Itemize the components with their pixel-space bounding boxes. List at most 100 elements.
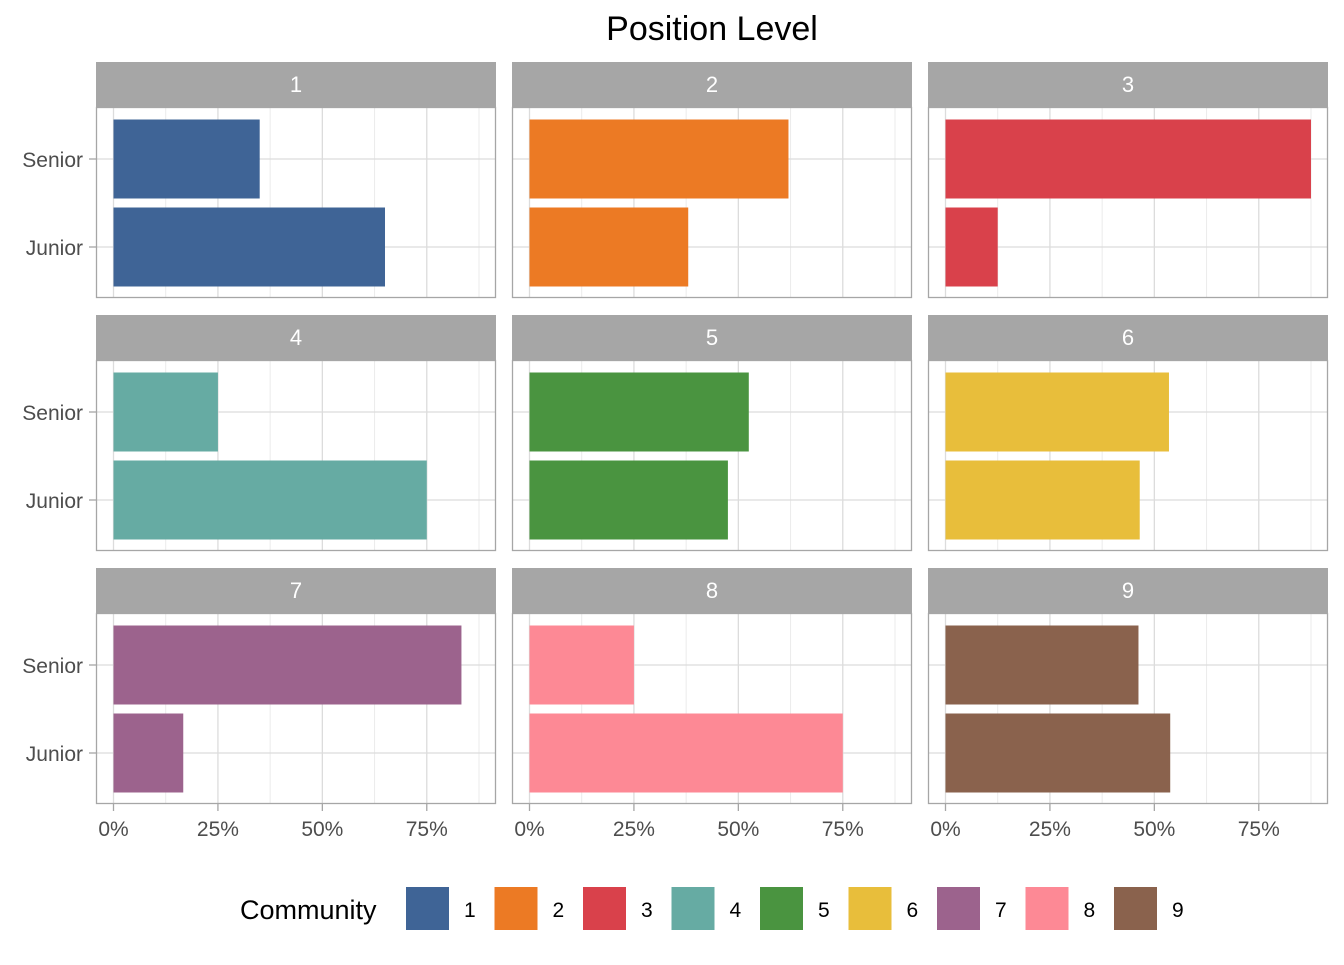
legend-label: 2: [553, 899, 565, 922]
legend-label: 6: [907, 899, 919, 922]
facet-panel-3: 3: [927, 62, 1329, 299]
x-tick-label: 0%: [514, 818, 544, 841]
panel-border: [95, 612, 497, 805]
legend-key: [760, 887, 803, 930]
facet-strip: [512, 62, 912, 107]
legend-label: 8: [1084, 899, 1096, 922]
y-tick-label: Junior: [26, 490, 83, 513]
x-tick-label: 0%: [98, 818, 128, 841]
facet-strip: [928, 315, 1328, 360]
panel-border: [95, 359, 497, 552]
bar-senior: [113, 372, 218, 452]
facet-panel-8: 8 0% 25% 50% 75%: [511, 568, 913, 841]
bar-senior: [945, 625, 1139, 705]
legend-key: [937, 887, 980, 930]
y-tick-label: Senior: [22, 655, 83, 678]
panel-border: [511, 106, 913, 299]
panel-border: [927, 359, 1329, 552]
legend-key: [406, 887, 449, 930]
facet-strip-label: 1: [290, 72, 302, 97]
facet-strip-label: 3: [1122, 72, 1134, 97]
x-tick-label: 75%: [1238, 818, 1280, 841]
facet-strip-label: 2: [706, 72, 718, 97]
x-tick-label: 75%: [822, 818, 864, 841]
facet-panel-9: 9 0% 25% 50% 75%: [927, 568, 1329, 841]
facet-panel-6: 6: [927, 315, 1329, 552]
bar-junior: [945, 713, 1171, 793]
legend-item-3: 3: [583, 887, 653, 930]
y-tick-label: Junior: [26, 237, 83, 260]
bar-senior: [113, 119, 260, 199]
bar-junior: [529, 207, 689, 287]
facet-strip: [928, 62, 1328, 107]
legend-label: 1: [464, 899, 476, 922]
legend-item-5: 5: [760, 887, 830, 930]
bar-junior: [529, 713, 843, 793]
bar-senior: [945, 119, 1311, 199]
facet-strip-label: 5: [706, 325, 718, 350]
facet-strip: [512, 568, 912, 613]
bar-junior: [945, 207, 998, 287]
legend-key: [1114, 887, 1157, 930]
legend-item-7: 7: [937, 887, 1007, 930]
facet-panel-1: 1 Senior Junior: [22, 62, 497, 299]
facet-strip-label: 4: [290, 325, 302, 350]
x-tick-label: 0%: [930, 818, 960, 841]
facet-strip: [96, 568, 496, 613]
legend-item-4: 4: [671, 887, 742, 930]
legend-label: 4: [730, 899, 742, 922]
x-tick-label: 50%: [301, 818, 343, 841]
x-tick-label: 25%: [613, 818, 655, 841]
legend-item-1: 1: [406, 887, 476, 930]
panel-border: [927, 612, 1329, 805]
facet-strip: [96, 62, 496, 107]
facet-strip: [96, 315, 496, 360]
panel-border: [511, 359, 913, 552]
legend-item-8: 8: [1025, 887, 1096, 930]
bar-senior: [529, 372, 749, 452]
chart-title: Position Level: [606, 10, 818, 48]
legend-label: 9: [1172, 899, 1184, 922]
facet-strip: [928, 568, 1328, 613]
facet-strip-label: 7: [290, 578, 302, 603]
facet-panel-5: 5: [511, 315, 913, 552]
bar-senior: [113, 625, 462, 705]
y-tick-label: Senior: [22, 402, 83, 425]
bar-junior: [113, 713, 184, 793]
bar-junior: [529, 460, 728, 540]
facet-strip-label: 9: [1122, 578, 1134, 603]
x-tick-label: 75%: [406, 818, 448, 841]
legend: Community 1 2 3 4 5 6 7 8 9: [240, 887, 1184, 930]
facet-panel-7: 7 Senior Junior 0% 25% 50% 75%: [22, 568, 497, 841]
x-tick-label: 25%: [197, 818, 239, 841]
panel-border: [927, 106, 1329, 299]
panel-border: [95, 106, 497, 299]
bar-junior: [945, 460, 1140, 540]
legend-key: [848, 887, 892, 930]
legend-key: [583, 887, 626, 930]
bar-senior: [529, 119, 789, 199]
legend-item-9: 9: [1114, 887, 1184, 930]
legend-label: 5: [818, 899, 830, 922]
legend-label: 7: [995, 899, 1007, 922]
legend-label: 3: [641, 899, 653, 922]
y-tick-label: Junior: [26, 743, 83, 766]
facet-strip-label: 6: [1122, 325, 1134, 350]
facet-panel-4: 4 Senior Junior: [22, 315, 497, 552]
legend-item-6: 6: [848, 887, 919, 930]
y-tick-label: Senior: [22, 149, 83, 172]
x-tick-label: 50%: [717, 818, 759, 841]
facet-strip: [512, 315, 912, 360]
legend-item-2: 2: [494, 887, 565, 930]
legend-key: [1025, 887, 1069, 930]
legend-key: [494, 887, 538, 930]
panel-border: [511, 612, 913, 805]
bar-junior: [113, 207, 386, 287]
facet-strip-label: 8: [706, 578, 718, 603]
bar-senior: [945, 372, 1169, 452]
x-tick-label: 50%: [1133, 818, 1175, 841]
facet-panel-2: 2: [511, 62, 913, 299]
legend-key: [671, 887, 715, 930]
